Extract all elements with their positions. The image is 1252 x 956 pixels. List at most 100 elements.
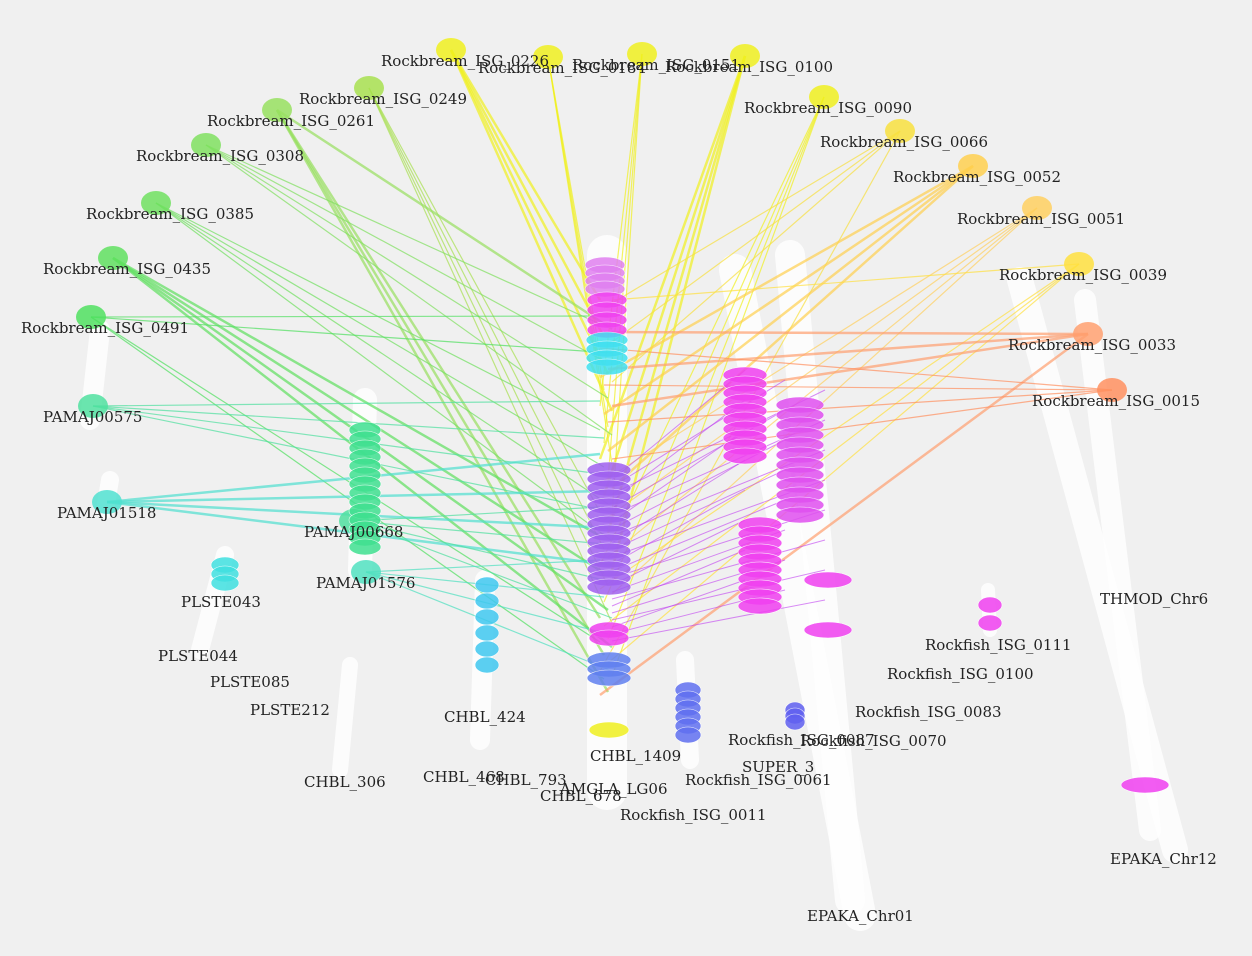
link — [275, 109, 602, 619]
label: Rockbream_ISG_0308 — [136, 147, 304, 165]
link — [607, 263, 1080, 664]
disc — [474, 640, 500, 658]
link — [368, 87, 601, 513]
label: Rockbream_ISG_0051 — [957, 210, 1125, 228]
label: CHBL_678 — [540, 787, 622, 805]
disc — [348, 538, 382, 556]
disc — [210, 574, 240, 592]
label: Rockbream_ISG_0226 — [381, 52, 549, 70]
label: Rockfish_ISG_0061 — [685, 771, 832, 789]
link — [92, 400, 601, 407]
link — [607, 389, 1113, 423]
link — [603, 330, 1089, 336]
label: PAMAJ01518 — [57, 504, 156, 522]
link — [449, 49, 602, 301]
link — [90, 316, 605, 680]
link — [611, 499, 786, 572]
disc — [803, 621, 853, 639]
label: Rockbream_ISG_0052 — [893, 168, 1061, 186]
disc — [474, 608, 500, 626]
label: CHBL_793 — [485, 771, 567, 789]
link — [611, 539, 826, 600]
link — [611, 579, 746, 628]
label: CHBL_424 — [444, 708, 526, 726]
link — [611, 569, 826, 621]
link — [112, 256, 605, 575]
disc — [588, 629, 630, 647]
label: SUPER_3 — [742, 758, 814, 776]
link — [611, 459, 746, 544]
label: Rockbream_ISG_0090 — [744, 99, 912, 117]
link — [275, 109, 606, 656]
link — [599, 164, 974, 379]
link — [92, 405, 605, 439]
label: AMGLA_LG06 — [559, 780, 668, 798]
disc — [586, 578, 632, 596]
link — [599, 347, 1113, 391]
node — [436, 38, 466, 62]
label: Rockbream_ISG_0249 — [299, 90, 467, 108]
node — [262, 98, 292, 122]
label: Rockfish_ISG_0087 — [728, 731, 875, 749]
link — [611, 489, 746, 565]
link — [368, 87, 613, 624]
link — [603, 384, 1113, 391]
link — [611, 429, 746, 523]
disc — [474, 656, 500, 674]
disc — [674, 726, 702, 744]
disc — [775, 506, 825, 524]
link — [353, 520, 605, 545]
link — [603, 96, 825, 603]
label: THMOD_Chr6 — [1100, 590, 1208, 608]
node — [351, 560, 381, 584]
disc — [1120, 776, 1170, 794]
disc — [474, 624, 500, 642]
label: Rockfish_ISG_0111 — [925, 636, 1072, 654]
link — [611, 519, 746, 586]
link — [205, 144, 613, 436]
label: Rockbream_ISG_0435 — [43, 260, 211, 278]
node — [354, 76, 384, 100]
link — [607, 165, 974, 452]
link — [353, 520, 609, 582]
link — [611, 399, 746, 502]
label: Rockfish_ISG_0070 — [800, 732, 947, 750]
link — [599, 263, 1080, 590]
link — [155, 202, 613, 542]
link — [607, 332, 1089, 371]
link — [607, 207, 1038, 558]
link — [603, 164, 974, 416]
link — [611, 165, 974, 489]
node — [98, 246, 128, 270]
label: EPAKA_Chr12 — [1110, 850, 1217, 868]
link — [90, 316, 613, 354]
label: CHBL_306 — [304, 773, 386, 791]
label: CHBL_468 — [423, 768, 505, 786]
link — [205, 144, 609, 399]
link — [449, 49, 610, 375]
label: PLSTE085 — [210, 673, 290, 691]
node — [78, 394, 108, 418]
node — [730, 44, 760, 68]
link — [611, 332, 1089, 408]
label: CHBL_1409 — [590, 747, 681, 765]
link — [611, 263, 1080, 301]
label: Rockbream_ISG_0033 — [1008, 336, 1176, 354]
disc — [737, 597, 783, 615]
node — [1064, 252, 1094, 276]
link — [276, 108, 613, 331]
label: Rockbream_ISG_0184 — [478, 59, 646, 77]
link — [599, 96, 825, 566]
disc — [588, 721, 630, 739]
label: EPAKA_Chr01 — [807, 907, 914, 925]
disc — [977, 614, 1003, 632]
link — [155, 202, 605, 468]
disc — [803, 571, 853, 589]
link — [611, 469, 786, 551]
node — [76, 305, 106, 329]
disc — [474, 592, 500, 610]
node — [627, 42, 657, 66]
link — [598, 55, 747, 460]
disc — [586, 669, 632, 687]
